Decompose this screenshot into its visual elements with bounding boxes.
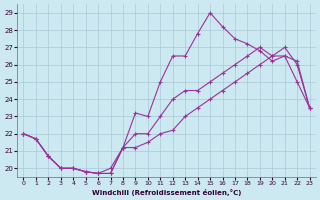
X-axis label: Windchill (Refroidissement éolien,°C): Windchill (Refroidissement éolien,°C) [92,189,241,196]
